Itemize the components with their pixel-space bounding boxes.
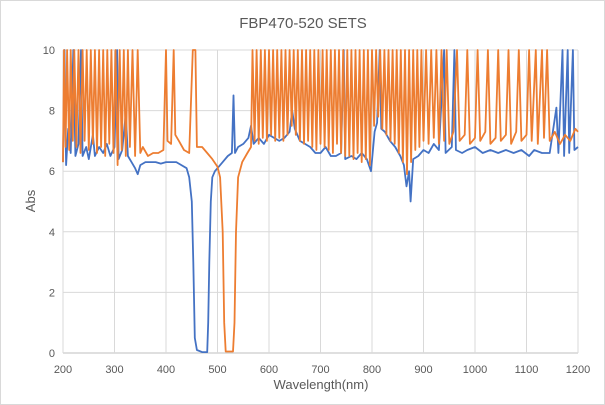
y-tick-label: 10: [43, 45, 55, 57]
x-tick-label: 600: [260, 364, 278, 376]
x-tick-label: 500: [208, 364, 226, 376]
y-tick-label: 2: [49, 287, 55, 299]
x-tick-label: 1200: [566, 364, 590, 376]
series-line-1: [62, 49, 579, 354]
x-tick-label: 300: [105, 364, 123, 376]
x-tick-label: 400: [157, 364, 175, 376]
chart-title: FBP470-520 SETS: [239, 15, 367, 32]
x-tick-label: 1000: [463, 364, 487, 376]
x-tick-label: 800: [363, 364, 381, 376]
y-tick-label: 6: [49, 166, 55, 178]
series-line-2: [62, 49, 579, 353]
y-tick-label: 4: [49, 227, 55, 239]
x-tick-label: 200: [54, 364, 72, 376]
x-axis-label: Wavelength(nm): [274, 377, 369, 392]
x-tick-label: 1100: [515, 364, 539, 376]
y-tick-label: 8: [49, 106, 55, 118]
y-tick-label: 0: [49, 348, 55, 360]
x-tick-label: 900: [414, 364, 432, 376]
x-tick-label: 700: [311, 364, 329, 376]
y-axis-label: Abs: [23, 189, 38, 212]
